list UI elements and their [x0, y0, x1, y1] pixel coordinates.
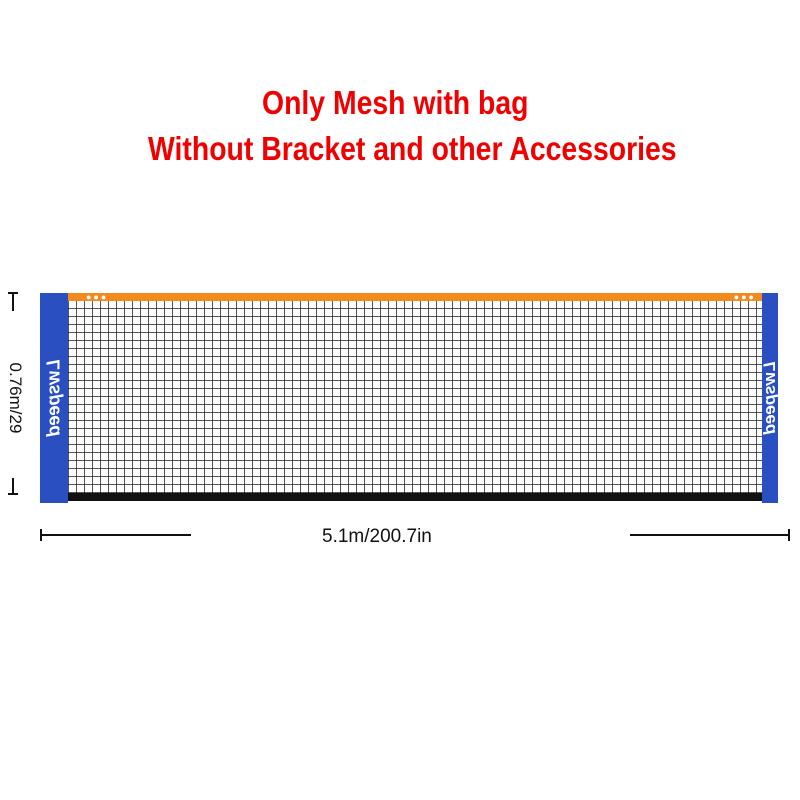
brand-logo-left: Lwspeed: [43, 359, 64, 437]
headline-line-1: Only Mesh with bag: [262, 84, 529, 121]
width-tick-right: [788, 529, 790, 541]
grommets-right: ●●●: [733, 292, 756, 302]
height-line-bottom: [12, 478, 14, 494]
net-top-band: [68, 293, 762, 301]
left-post-sleeve: [40, 293, 68, 503]
height-line-top: [12, 293, 14, 311]
net-bottom-band: [68, 493, 762, 501]
headline-line-2: Without Bracket and other Accessories: [148, 130, 677, 167]
height-tick-bottom: [8, 493, 18, 495]
grommets-left: ●●●: [86, 292, 109, 302]
right-post-sleeve: [762, 293, 778, 503]
height-label: 0.76m/29: [6, 362, 25, 434]
net-mesh: [68, 301, 762, 493]
badminton-net-image: ●●● ●●● Lwspeed Lwspeed: [40, 292, 779, 503]
width-line-left: [40, 534, 191, 536]
width-label: 5.1m/200.7in: [322, 526, 432, 547]
brand-logo-right: Lwspeed: [760, 361, 779, 435]
width-line-right: [630, 534, 790, 536]
